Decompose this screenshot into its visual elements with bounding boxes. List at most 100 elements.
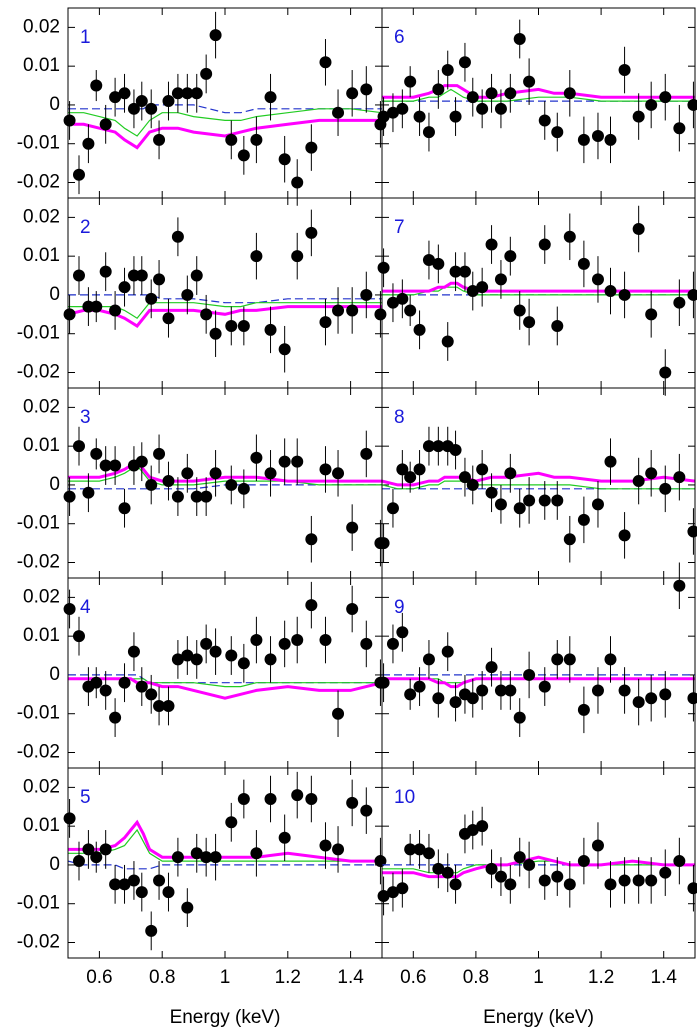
data-point: [181, 649, 194, 662]
data-point: [278, 455, 291, 468]
data-point: [171, 653, 184, 666]
data-point: [319, 634, 332, 647]
data-point: [377, 537, 390, 550]
data-point: [90, 79, 103, 92]
data-point: [523, 316, 536, 329]
data-point: [466, 478, 479, 491]
data-point: [209, 29, 222, 42]
data-point: [551, 653, 564, 666]
panel-label: 4: [80, 597, 91, 618]
data-point: [494, 273, 507, 286]
data-point: [476, 102, 489, 115]
data-point: [153, 133, 166, 146]
data-point: [504, 467, 517, 480]
data-point: [90, 851, 103, 864]
panel-label: 10: [394, 787, 415, 808]
data-point: [673, 296, 686, 309]
data-point: [200, 637, 213, 650]
data-point: [538, 114, 551, 127]
data-point: [319, 316, 332, 329]
data-point: [346, 796, 359, 809]
data-point: [563, 87, 576, 100]
data-point: [485, 486, 498, 499]
panel: -0.02 -0.01 0 0.01 0.02 2: [17, 197, 387, 389]
data-point: [319, 839, 332, 852]
data-point: [458, 265, 471, 278]
data-point: [109, 878, 122, 891]
panel: 9: [377, 562, 697, 769]
data-point: [632, 475, 645, 488]
data-point: [538, 238, 551, 251]
data-point: [181, 288, 194, 301]
data-point: [432, 692, 445, 705]
data-point: [577, 133, 590, 146]
y-tick-label: 0.02: [23, 206, 60, 227]
data-point: [63, 490, 76, 503]
data-point: [63, 603, 76, 616]
data-point: [109, 711, 122, 724]
data-point: [563, 878, 576, 891]
data-point: [127, 102, 140, 115]
data-point: [687, 692, 697, 705]
data-point: [485, 238, 498, 251]
y-tick-label: 0.02: [23, 776, 60, 797]
data-point: [181, 901, 194, 914]
data-point: [90, 447, 103, 460]
data-point: [118, 676, 131, 689]
data-point: [476, 281, 489, 294]
data-point: [632, 874, 645, 887]
data-point: [278, 831, 291, 844]
data-point: [404, 75, 417, 88]
panel-label: 7: [394, 217, 405, 238]
y-tick-label: 0.01: [23, 55, 60, 76]
data-point: [404, 471, 417, 484]
data-point: [264, 793, 277, 806]
data-point: [645, 467, 658, 480]
data-point: [513, 33, 526, 46]
data-point: [63, 812, 76, 825]
y-tick-label: 0.02: [23, 586, 60, 607]
data-point: [591, 684, 604, 697]
data-point: [504, 684, 517, 697]
y-tick-label: -0.01: [17, 893, 60, 914]
data-point: [618, 684, 631, 697]
data-point: [449, 265, 462, 278]
data-point: [563, 653, 576, 666]
data-point: [190, 653, 203, 666]
data-point: [319, 463, 332, 476]
data-point: [632, 696, 645, 709]
data-point: [200, 851, 213, 864]
data-point: [99, 459, 112, 472]
data-point: [291, 455, 304, 468]
data-point: [109, 91, 122, 104]
data-point: [432, 257, 445, 270]
model-line: [382, 855, 695, 879]
data-point: [413, 463, 426, 476]
data-point: [118, 502, 131, 515]
panel-frame: [381, 387, 696, 579]
panel-label: 5: [80, 787, 91, 808]
data-point: [278, 343, 291, 356]
panel: -0.02 -0.01 0 0.01 0.02 0.6 0.8 1 1.2 1.4 Energy (…: [17, 767, 387, 1028]
data-point: [513, 304, 526, 317]
data-point: [673, 579, 686, 592]
y-tick-label: 0.01: [23, 245, 60, 266]
data-point: [413, 843, 426, 856]
data-point: [190, 87, 203, 100]
data-point: [386, 296, 399, 309]
data-point: [319, 56, 332, 69]
data-point: [523, 858, 536, 871]
data-point: [291, 250, 304, 263]
panel: -0.02 -0.01 0 0.01 0.02 1: [17, 7, 387, 206]
data-point: [591, 273, 604, 286]
panel: 7: [377, 197, 697, 396]
data-point: [604, 653, 617, 666]
data-point: [432, 862, 445, 875]
data-point: [264, 323, 277, 336]
data-point: [305, 533, 318, 546]
data-point: [250, 634, 263, 647]
y-tick-label: 0.01: [23, 435, 60, 456]
data-point: [618, 874, 631, 887]
data-point: [422, 126, 435, 139]
